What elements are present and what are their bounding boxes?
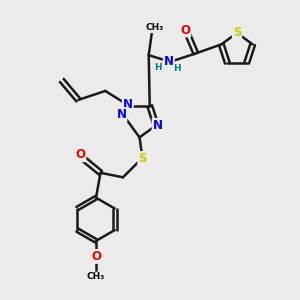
Text: H: H xyxy=(173,64,181,73)
Text: N: N xyxy=(123,98,133,111)
Text: N: N xyxy=(152,119,163,132)
Text: CH₃: CH₃ xyxy=(87,272,105,281)
Text: H: H xyxy=(154,63,162,72)
Text: S: S xyxy=(233,26,241,40)
Text: O: O xyxy=(180,23,190,37)
Text: O: O xyxy=(75,148,85,161)
Text: S: S xyxy=(138,152,147,165)
Text: N: N xyxy=(164,55,174,68)
Text: CH₃: CH₃ xyxy=(146,23,164,32)
Text: N: N xyxy=(116,108,127,121)
Text: O: O xyxy=(91,250,101,263)
